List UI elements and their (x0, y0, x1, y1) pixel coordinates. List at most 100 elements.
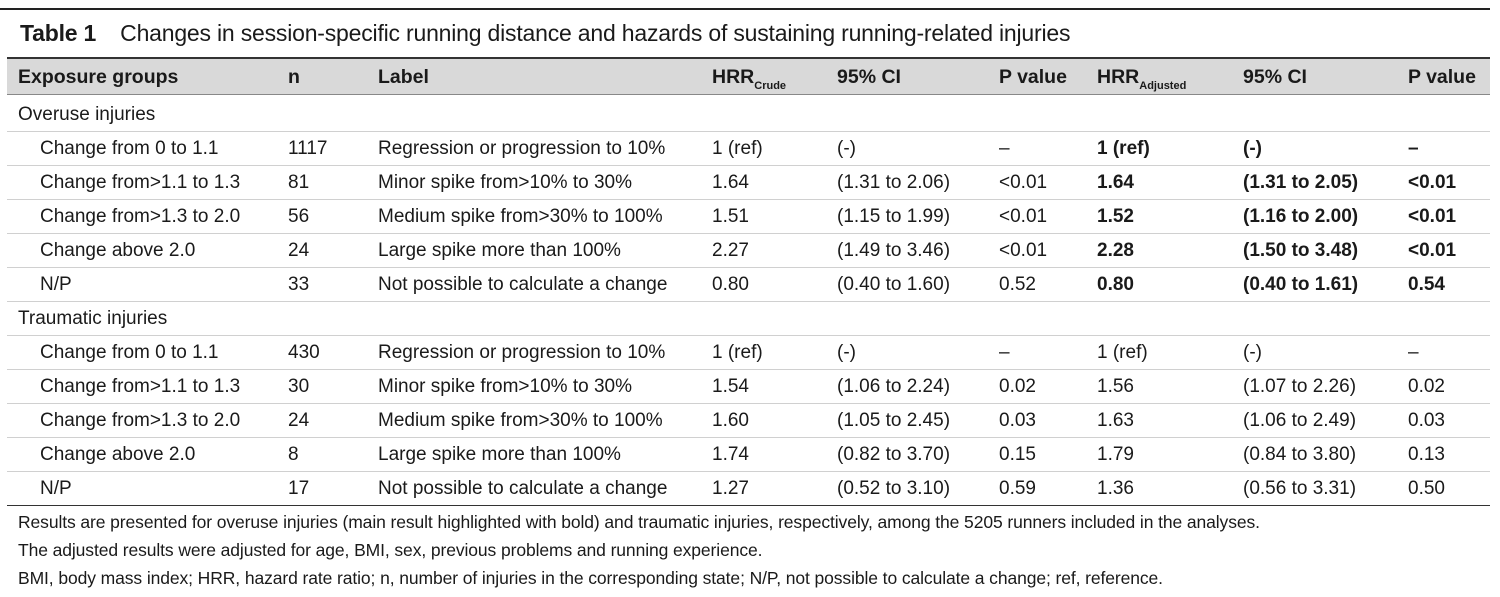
cell-hrr-adjusted: 2.28 (1097, 240, 1134, 261)
section-row-traumatic: Traumatic injuries (7, 302, 1490, 336)
cell-hrr-adjusted: 1 (ref) (1097, 138, 1150, 159)
cell-ci-crude: (-) (837, 138, 856, 159)
cell-hrr-crude: 1.54 (712, 376, 749, 397)
header-hrr-crude: HRRCrude (712, 66, 787, 92)
cell-p-adjusted: <0.01 (1408, 206, 1457, 227)
cell-ci-adjusted: (1.16 to 2.00) (1243, 206, 1359, 227)
cell-group: Change from>1.1 to 1.3 (40, 172, 241, 193)
cell-ci-crude: (0.82 to 3.70) (837, 444, 951, 465)
header-exposure-groups: Exposure groups (18, 66, 179, 88)
table-caption: Changes in session-specific running dist… (120, 20, 1071, 46)
table-title-bar: Table 1 Changes in session-specific runni… (0, 8, 1490, 54)
cell-hrr-adjusted: 1.56 (1097, 376, 1134, 397)
cell-hrr-crude: 1.60 (712, 410, 749, 431)
cell-hrr-crude: 1 (ref) (712, 342, 763, 363)
header-n: n (288, 66, 300, 88)
cell-n: 17 (288, 478, 310, 499)
cell-p-crude: <0.01 (999, 172, 1048, 193)
cell-group: Change from>1.1 to 1.3 (40, 376, 241, 397)
cell-label: Minor spike from>10% to 30% (378, 172, 632, 193)
cell-n: 30 (288, 376, 310, 397)
cell-label: Medium spike from>30% to 100% (378, 206, 663, 227)
cell-hrr-adjusted: 1.63 (1097, 410, 1134, 431)
table-row: Change from>1.3 to 2.0 56 Medium spike f… (7, 200, 1490, 234)
table-row: N/P 17 Not possible to calculate a chang… (7, 472, 1490, 506)
cell-hrr-crude: 1.74 (712, 444, 749, 465)
cell-p-adjusted: 0.02 (1408, 376, 1445, 397)
cell-ci-adjusted: (0.84 to 3.80) (1243, 444, 1357, 465)
cell-n: 24 (288, 240, 310, 261)
cell-p-crude: – (999, 342, 1010, 363)
cell-ci-adjusted: (1.06 to 2.49) (1243, 410, 1357, 431)
header-ci-crude: 95% CI (837, 66, 901, 88)
cell-label: Medium spike from>30% to 100% (378, 410, 663, 431)
cell-group: Change from>1.3 to 2.0 (40, 206, 241, 227)
cell-ci-adjusted: (1.31 to 2.05) (1243, 172, 1359, 193)
cell-ci-crude: (0.52 to 3.10) (837, 478, 951, 499)
cell-label: Not possible to calculate a change (378, 478, 668, 499)
cell-ci-crude: (-) (837, 342, 856, 363)
cell-label: Large spike more than 100% (378, 444, 621, 465)
table-row: Change from>1.1 to 1.3 30 Minor spike fr… (7, 370, 1490, 404)
table-footnotes: Results are presented for overuse injuri… (7, 505, 1490, 597)
cell-n: 81 (288, 172, 310, 193)
cell-hrr-crude: 1.64 (712, 172, 749, 193)
header-hrr-adjusted: HRRAdjusted (1097, 66, 1187, 92)
cell-p-adjusted: 0.13 (1408, 444, 1445, 465)
cell-ci-adjusted: (1.07 to 2.26) (1243, 376, 1357, 397)
table-row: Change from 0 to 1.1 1117 Regression or … (7, 132, 1490, 166)
cell-hrr-adjusted: 1.36 (1097, 478, 1134, 499)
cell-ci-crude: (1.05 to 2.45) (837, 410, 951, 431)
table-title: Table 1 Changes in session-specific runni… (20, 20, 1070, 47)
footnote-line: BMI, body mass index; HRR, hazard rate r… (18, 568, 1163, 588)
cell-ci-adjusted: (-) (1243, 138, 1262, 159)
cell-n: 8 (288, 444, 299, 465)
cell-hrr-crude: 1.51 (712, 206, 749, 227)
cell-p-crude: <0.01 (999, 206, 1048, 227)
cell-group: N/P (40, 478, 72, 499)
section-label: Overuse injuries (18, 104, 156, 125)
cell-n: 430 (288, 342, 320, 363)
cell-p-crude: 0.59 (999, 478, 1036, 499)
cell-p-adjusted: <0.01 (1408, 240, 1457, 261)
cell-hrr-adjusted: 1.64 (1097, 172, 1134, 193)
cell-group: N/P (40, 274, 72, 295)
cell-p-adjusted: – (1408, 342, 1419, 363)
cell-n: 56 (288, 206, 310, 227)
cell-hrr-crude: 2.27 (712, 240, 749, 261)
cell-ci-crude: (1.49 to 3.46) (837, 240, 951, 261)
cell-group: Change above 2.0 (40, 444, 196, 465)
cell-hrr-adjusted: 1.52 (1097, 206, 1134, 227)
cell-ci-adjusted: (1.50 to 3.48) (1243, 240, 1359, 261)
footnote-line: The adjusted results were adjusted for a… (18, 540, 763, 560)
cell-hrr-crude: 1.27 (712, 478, 749, 499)
cell-p-adjusted: 0.54 (1408, 274, 1445, 295)
cell-ci-adjusted: (-) (1243, 342, 1262, 363)
table-row: N/P 33 Not possible to calculate a chang… (7, 268, 1490, 302)
cell-n: 1117 (288, 138, 328, 159)
table-row: Change above 2.0 24 Large spike more tha… (7, 234, 1490, 268)
cell-hrr-adjusted: 1.79 (1097, 444, 1134, 465)
table-header-row: Exposure groups n Label HRRCrude 95% CI … (7, 57, 1490, 95)
cell-hrr-adjusted: 0.80 (1097, 274, 1134, 295)
cell-p-crude: 0.03 (999, 410, 1036, 431)
cell-group: Change from>1.3 to 2.0 (40, 410, 241, 431)
cell-group: Change from 0 to 1.1 (40, 342, 219, 363)
cell-n: 33 (288, 274, 310, 295)
cell-hrr-adjusted: 1 (ref) (1097, 342, 1148, 363)
header-ci-adjusted: 95% CI (1243, 66, 1307, 88)
cell-p-crude: 0.02 (999, 376, 1036, 397)
cell-p-adjusted: 0.03 (1408, 410, 1445, 431)
section-label: Traumatic injuries (18, 308, 168, 329)
table-row: Change from 0 to 1.1 430 Regression or p… (7, 336, 1490, 370)
cell-p-crude: <0.01 (999, 240, 1048, 261)
header-label: Label (378, 66, 429, 88)
section-row-overuse: Overuse injuries (7, 98, 1490, 132)
cell-label: Not possible to calculate a change (378, 274, 668, 295)
cell-label: Regression or progression to 10% (378, 138, 666, 159)
header-p-adjusted: P value (1408, 66, 1476, 88)
cell-p-adjusted: – (1408, 138, 1419, 159)
cell-group: Change from 0 to 1.1 (40, 138, 219, 159)
cell-p-adjusted: <0.01 (1408, 172, 1457, 193)
cell-ci-crude: (1.31 to 2.06) (837, 172, 951, 193)
